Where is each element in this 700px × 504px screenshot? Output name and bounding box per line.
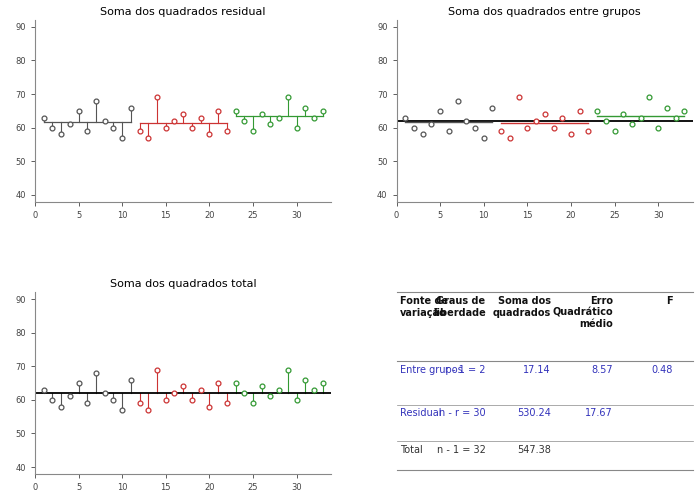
Text: 17.67: 17.67: [585, 408, 613, 418]
Text: 17.14: 17.14: [523, 365, 551, 375]
Text: 547.38: 547.38: [517, 445, 551, 455]
Text: r - 1 = 2: r - 1 = 2: [445, 365, 486, 375]
Text: Graus de
liberdade: Graus de liberdade: [433, 296, 486, 318]
Text: n - 1 = 32: n - 1 = 32: [437, 445, 486, 455]
Text: Soma dos
quadrados: Soma dos quadrados: [493, 296, 551, 318]
Text: Fonte de
variação: Fonte de variação: [400, 296, 448, 318]
Text: 530.24: 530.24: [517, 408, 551, 418]
Text: n - r = 30: n - r = 30: [439, 408, 486, 418]
Text: 0.48: 0.48: [651, 365, 672, 375]
Text: Total: Total: [400, 445, 422, 455]
Title: Soma dos quadrados total: Soma dos quadrados total: [110, 279, 256, 289]
Text: Erro
Quadrático
médio: Erro Quadrático médio: [552, 296, 613, 329]
Title: Soma dos quadrados entre grupos: Soma dos quadrados entre grupos: [449, 7, 641, 17]
Text: 8.57: 8.57: [592, 365, 613, 375]
Text: F: F: [666, 296, 672, 306]
Text: Entre grupos: Entre grupos: [400, 365, 462, 375]
Title: Soma dos quadrados residual: Soma dos quadrados residual: [100, 7, 266, 17]
Text: Residual: Residual: [400, 408, 441, 418]
